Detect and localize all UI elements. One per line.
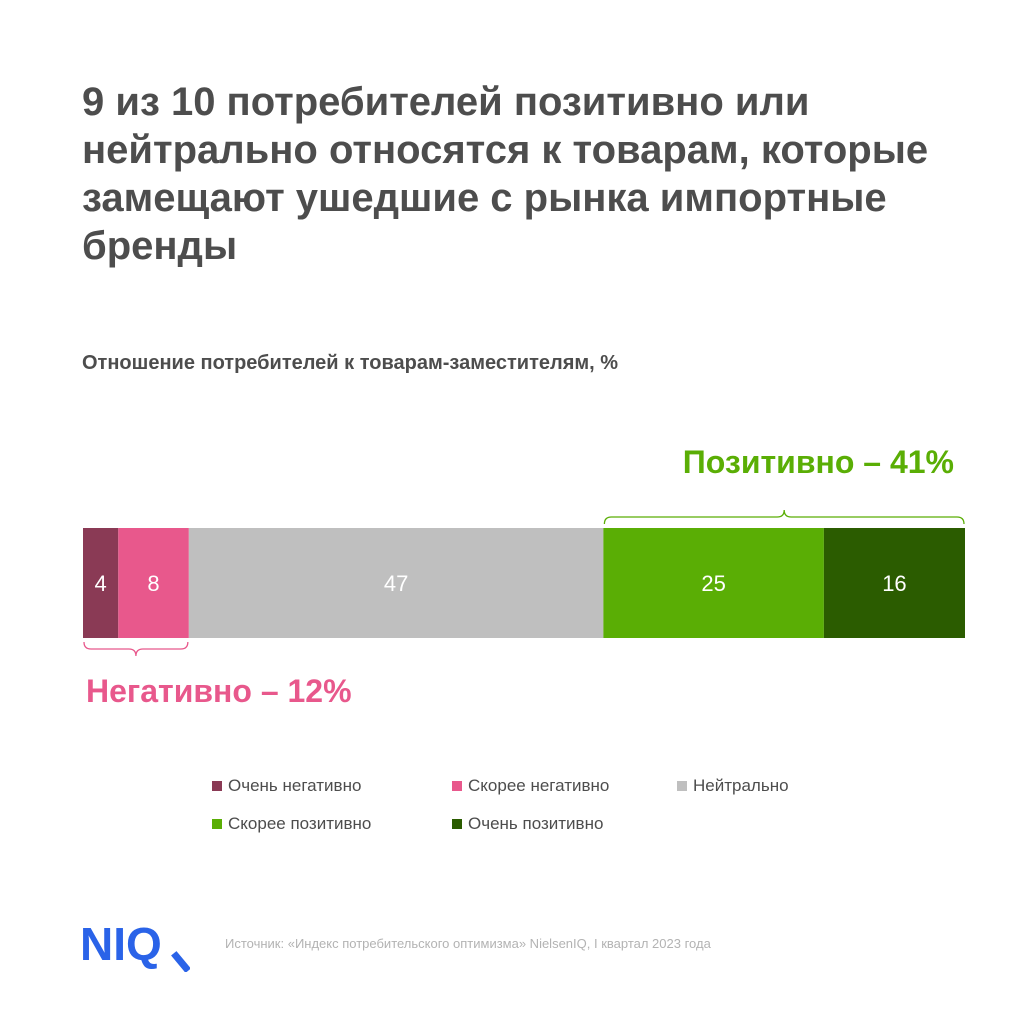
legend-item-3: Нейтрально [677,776,789,796]
bar-segment-4 [603,528,824,638]
annotation-bracket-2 [603,509,965,525]
legend-swatch [677,781,687,791]
bar-group [83,528,965,638]
bar-segment-1 [83,528,119,638]
legend-item-4: Скорее позитивно [212,814,371,834]
legend-label: Очень позитивно [468,814,604,833]
logo-text: NIQ [80,920,162,970]
legend-swatch [212,781,222,791]
legend-label: Скорее позитивно [228,814,372,833]
legend-swatch [452,819,462,829]
data-label-2: 8 [147,571,159,596]
bar-segment-2 [118,528,189,638]
legend-label: Очень негативно [228,776,362,795]
annotation-bracket-1 [83,641,189,657]
niq-logo: NIQ [80,918,191,973]
legend-item-2: Скорее негативно [452,776,609,796]
legend-item-5: Очень позитивно [452,814,603,834]
chart-title: Отношение потребителей к товарам-замести… [82,352,619,374]
data-label-group: 4 8 47 25 16 [95,571,907,596]
page-title: 9 из 10 потребителей позитивно или нейтр… [82,80,929,268]
legend-label: Скорее негативно [468,776,610,795]
data-label-4: 25 [701,571,725,596]
annotation-group: Негативно – 12% Позитивно – 41% [83,444,965,709]
bar-segment-3 [188,528,604,638]
annotation-label-2: Позитивно – 41% [683,444,954,480]
bar-segment-5 [823,528,965,638]
data-label-1: 4 [95,571,107,596]
legend-item-1: Очень негативно [212,776,361,796]
annotation-label-1: Негативно – 12% [86,673,352,709]
legend-swatch [452,781,462,791]
legend-label: Нейтрально [693,776,789,795]
source-note: Источник: «Индекс потребительского оптим… [225,936,711,951]
data-label-3: 47 [384,571,408,596]
data-label-5: 16 [882,571,906,596]
legend-swatch [212,819,222,829]
